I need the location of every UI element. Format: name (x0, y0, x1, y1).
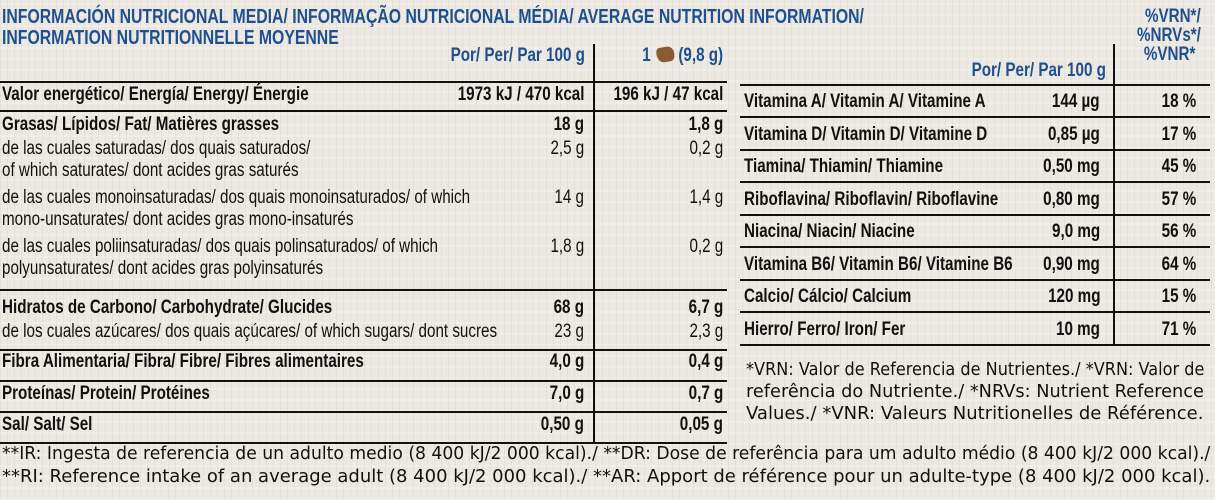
nutrient-per-portion: 2,3 g (689, 321, 723, 342)
nutrient-per-100g: 1,8 g (550, 236, 584, 257)
vitamin-row: Hierro/ Ferro/ Iron/ Fer 10 mg 71 % (740, 314, 1210, 346)
vrn-note-line-2: referência do Nutriente./ *NRVs: Nutrien… (746, 381, 1204, 402)
vitamin-amount: 0,90 mg (1043, 253, 1100, 275)
vitamin-vrn-percent: 57 % (1161, 188, 1196, 210)
nutrient-per-100g: 7,0 g (549, 383, 584, 404)
vitamin-table-line (740, 148, 1210, 151)
title-line-1: INFORMACIÓN NUTRICIONAL MEDIA/ INFORMAÇÃ… (2, 6, 864, 28)
vitamin-header-per-100g: Por/ Per/ Par 100 g (971, 60, 1106, 81)
vitamin-table-line (740, 213, 1210, 216)
table-line (0, 81, 727, 83)
table-line (0, 110, 727, 112)
footer-line-1: **IR: Ingesta de referencia de un adulto… (2, 443, 1211, 464)
nutrient-label: de las cuales saturadas/ dos quais satur… (2, 138, 311, 159)
vrn-note-line-1: *VRN: Valor de Referencia de Nutrientes.… (746, 359, 1205, 380)
vitamin-amount: 0,50 mg (1043, 156, 1100, 177)
vitamin-row: Calcio/ Cálcio/ Calcium 120 mg 15 % (740, 281, 1210, 313)
vitamin-vrn-percent: 15 % (1161, 286, 1196, 307)
table-line (0, 349, 727, 351)
vitamin-amount: 0,80 mg (1043, 188, 1100, 210)
nutrient-label: de las cuales monoinsaturadas/ dos quais… (2, 187, 471, 208)
vitamin-table-line (740, 84, 1210, 86)
nutrient-per-100g: 4,0 g (549, 351, 584, 372)
vitamin-row: Niacina/ Niacin/ Niacine 9,0 mg 56 % (740, 216, 1210, 248)
vitamin-vrn-percent: 64 % (1161, 253, 1196, 275)
vitamin-vrn-percent: 45 % (1161, 156, 1196, 177)
vitamin-vrn-percent: 71 % (1161, 318, 1196, 340)
vrn-header-1: %VRN*/ (1145, 6, 1201, 27)
vitamin-label: Hierro/ Ferro/ Iron/ Fer (744, 318, 906, 340)
vitamin-table-line (740, 246, 1210, 248)
nutrient-per-portion: 6,7 g (688, 297, 723, 318)
vitamin-label: Riboflavina/ Riboflavin/ Riboflavine (744, 188, 999, 210)
vrn-note-line-3: Values./ *VNR: Valeurs Nutritionelles de… (746, 403, 1204, 424)
vitamin-label: Niacina/ Niacin/ Niacine (744, 221, 915, 242)
nutrient-per-100g: 1973 kJ / 470 kcal (457, 84, 584, 105)
vitamin-row: Vitamina B6/ Vitamin B6/ Vitamine B6 0,90… (740, 249, 1210, 281)
nutrient-per-100g: 23 g (554, 321, 584, 342)
vitamin-row: Vitamina D/ Vitamin D/ Vitamine D 0,85 µg… (740, 119, 1210, 151)
nutrient-per-100g: 68 g (553, 297, 584, 318)
nutrient-label: polyunsaturates/ dont acides gras polyin… (2, 258, 324, 279)
nutrient-label: de los cuales azúcares/ dos quais açúcar… (2, 321, 498, 342)
nutrient-per-portion: 0,7 g (688, 383, 723, 404)
nutrient-label: mono-unsaturates/ dont acides gras mono-… (2, 209, 354, 230)
vitamin-label: Vitamina D/ Vitamin D/ Vitamine D (744, 123, 988, 145)
vitamin-table-line (740, 343, 1210, 346)
nutrient-per-portion: 0,2 g (689, 138, 723, 159)
footer-line-2: **RI: Reference intake of an average adu… (2, 466, 1211, 487)
nutrient-per-100g: 18 g (553, 114, 584, 135)
nutrient-label: de las cuales poliinsaturadas/ dos quais… (2, 236, 438, 257)
vitamin-column-divider (1113, 44, 1115, 344)
nutrient-per-portion: 0,4 g (688, 351, 723, 372)
vitamin-label: Tiamina/ Thiamin/ Thiamine (744, 156, 944, 177)
header-per-100g: Por/ Per/ Par 100 g (450, 45, 585, 66)
vrn-header-3: %VNR* (1143, 44, 1195, 65)
vitamin-label: Vitamina A/ Vitamin A/ Vitamine A (744, 91, 986, 112)
title-line-2: INFORMATION NUTRITIONNELLE MOYENNE (2, 27, 339, 49)
vitamin-amount: 120 mg (1047, 286, 1100, 307)
vitamin-amount: 144 µg (1052, 91, 1100, 112)
vitamin-vrn-percent: 17 % (1161, 123, 1196, 145)
vitamin-table-line (740, 278, 1210, 281)
vitamin-amount: 0,85 µg (1048, 123, 1100, 145)
nutrient-per-portion: 1,8 g (688, 114, 723, 135)
portion-weight: (9,8 g) (678, 45, 723, 66)
nutrient-per-100g: 14 g (554, 187, 584, 208)
table-line (0, 289, 727, 291)
nutrient-label: Fibra Alimentaria/ Fibra/ Fibre/ Fibres … (2, 351, 364, 372)
nutrient-label: Proteínas/ Protein/ Protéines (2, 383, 210, 404)
nutrient-per-portion: 196 kJ / 47 kcal (613, 84, 723, 105)
vitamin-amount: 10 mg (1056, 318, 1100, 340)
header-portion: 1 (9,8 g) (642, 45, 723, 67)
vitamin-row: Vitamina A/ Vitamin A/ Vitamine A 144 µg 1… (740, 86, 1210, 118)
vitamin-row: Tiamina/ Thiamin/ Thiamine 0,50 mg 45 % (740, 151, 1210, 183)
vitamin-row: Riboflavina/ Riboflavin/ Riboflavine 0,80… (740, 184, 1210, 216)
vitamin-label: Calcio/ Cálcio/ Calcium (744, 286, 912, 307)
table-line (0, 411, 727, 413)
nutrient-label: Grasas/ Lípidos/ Fat/ Matières grasses (2, 114, 280, 135)
nutrient-label: Valor energético/ Energía/ Energy/ Énerg… (2, 84, 309, 105)
portion-count: 1 (642, 45, 651, 66)
nutrient-per-portion: 0,05 g (679, 414, 723, 435)
vitamin-vrn-percent: 56 % (1161, 221, 1196, 242)
nutrient-per-100g: 2,5 g (550, 138, 584, 159)
nutrient-label: Sal/ Salt/ Sel (2, 414, 93, 435)
nutrient-label: Hidratos de Carbono/ Carbohydrate/ Gluci… (2, 297, 333, 318)
cereal-flake-icon (655, 45, 675, 64)
vrn-header-2: %NRVs*/ (1137, 25, 1201, 46)
vitamin-table-line (740, 181, 1210, 183)
nutrient-label: of which saturates/ dont acides gras sat… (2, 160, 299, 181)
nutrient-per-portion: 0,2 g (689, 236, 723, 257)
vitamin-table-line (740, 311, 1210, 313)
vitamin-vrn-percent: 18 % (1161, 91, 1196, 112)
nutrient-per-portion: 1,4 g (689, 187, 723, 208)
column-divider (593, 44, 595, 442)
nutrient-per-100g: 0,50 g (540, 414, 584, 435)
vitamin-amount: 9,0 mg (1051, 221, 1100, 242)
table-line (0, 380, 727, 382)
vitamin-table-line (740, 116, 1210, 118)
vitamin-label: Vitamina B6/ Vitamin B6/ Vitamine B6 (744, 253, 1013, 275)
table-line (0, 442, 727, 444)
